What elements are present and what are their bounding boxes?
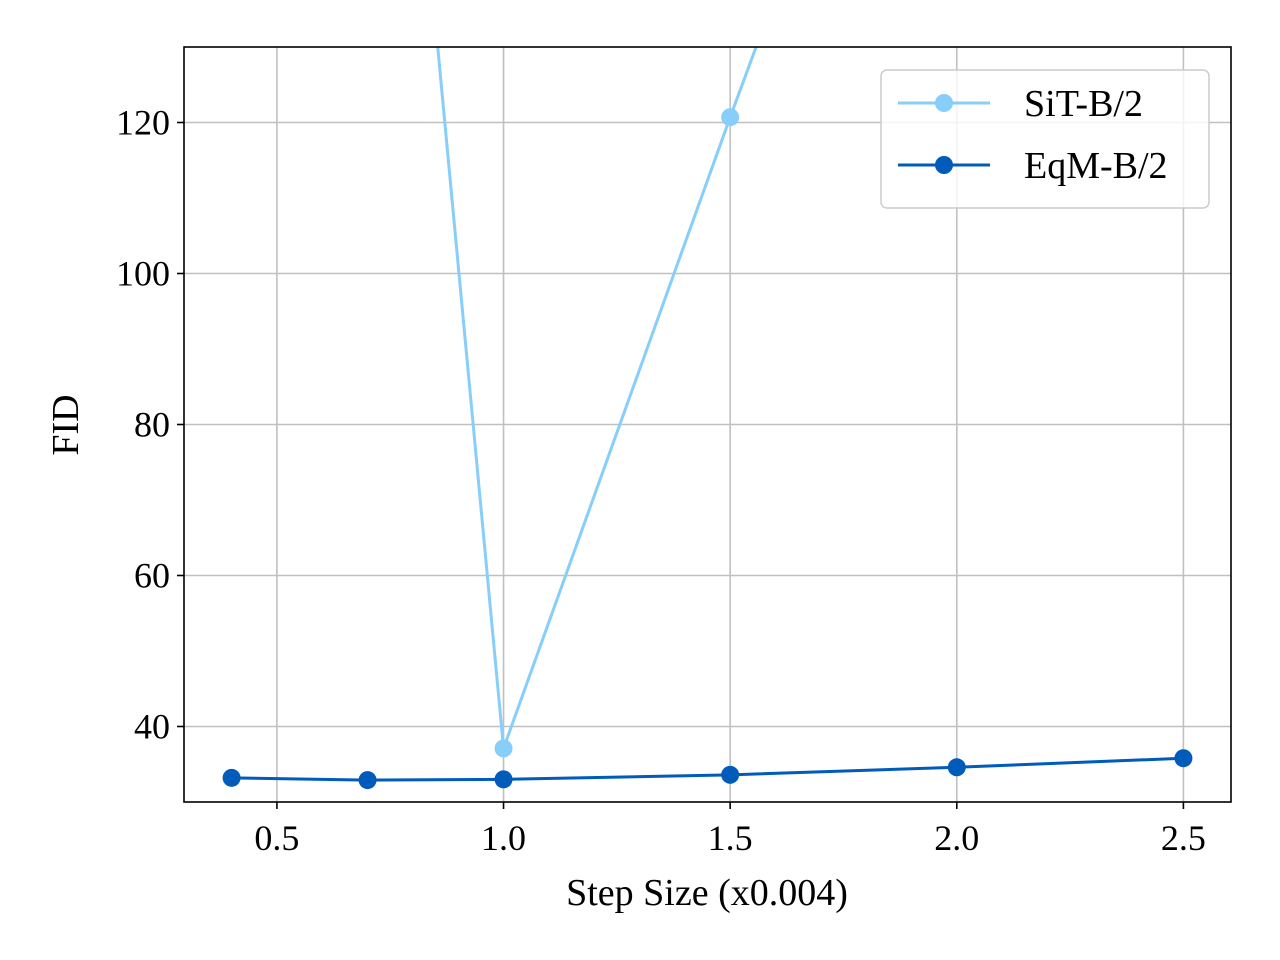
x-tick-label: 2.0 [934, 818, 979, 858]
y-tick-label: 100 [116, 254, 170, 294]
eqm-b-2-point [721, 765, 740, 784]
y-tick-label: 60 [134, 556, 170, 596]
sit-b-2-line [436, 47, 758, 749]
eqm-b-2-line [231, 756, 1184, 782]
x-tick-label: 1.5 [708, 818, 753, 858]
eqm-b-2-point [222, 768, 241, 787]
y-tick-label: 40 [134, 707, 170, 747]
y-tick-label: 80 [134, 405, 170, 445]
ticks: 0.5 1.0 1.5 2.0 2.5 40 60 80 100 120 [116, 103, 1206, 859]
y-axis-label: FID [45, 394, 87, 455]
eqm-b-2-point [494, 770, 513, 789]
eqm-b-2-point [358, 771, 377, 790]
eqm-b-2-point [1174, 749, 1193, 768]
x-tick-label: 2.5 [1161, 818, 1206, 858]
legend-eqm-b-2-marker [935, 156, 953, 174]
x-tick-label: 1.0 [481, 818, 526, 858]
legend-sit-b-2-label: SiT-B/2 [1024, 83, 1143, 125]
legend: SiT-B/2 EqM-B/2 [880, 69, 1210, 209]
sit-b-2-point [494, 739, 513, 758]
x-axis-label: Step Size (x0.004) [566, 872, 848, 914]
sit-b-2-point [721, 108, 740, 127]
x-tick-label: 0.5 [254, 818, 299, 858]
legend-eqm-b-2-label: EqM-B/2 [1024, 145, 1168, 187]
series-lines [222, 47, 1193, 790]
y-tick-label: 120 [116, 103, 170, 143]
eqm-b-2-point [947, 758, 966, 777]
legend-sit-b-2-marker [935, 94, 953, 112]
